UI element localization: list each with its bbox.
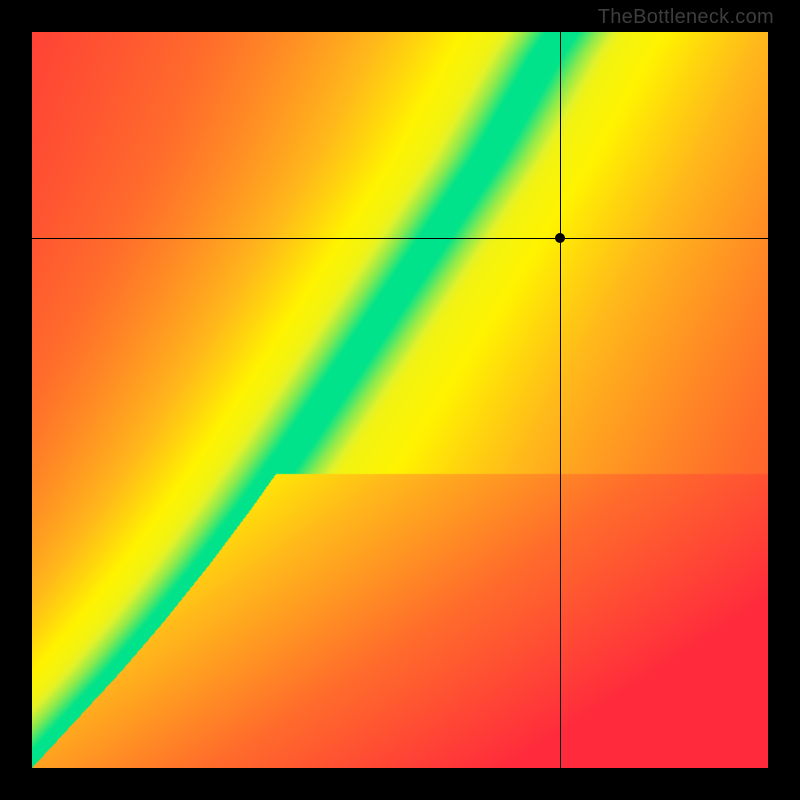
crosshair-marker <box>555 233 565 243</box>
heatmap-plot <box>32 32 768 768</box>
heatmap-canvas <box>32 32 768 768</box>
watermark-text: TheBottleneck.com <box>598 6 774 29</box>
crosshair-horizontal <box>32 238 768 239</box>
crosshair-vertical <box>560 32 561 768</box>
